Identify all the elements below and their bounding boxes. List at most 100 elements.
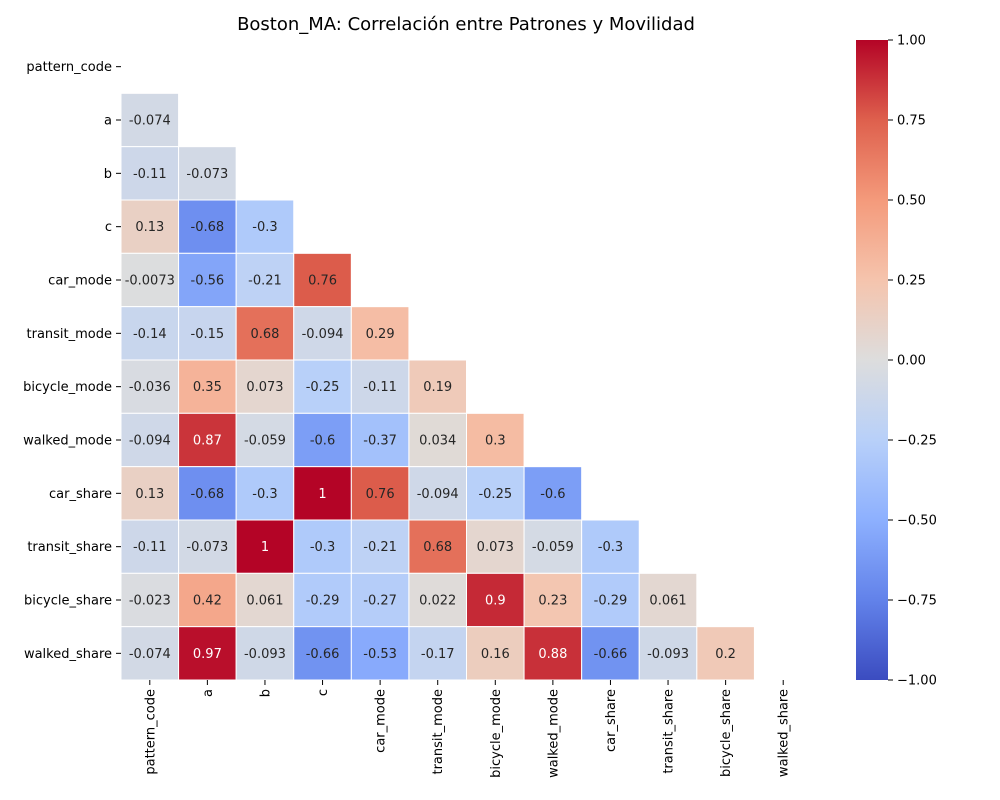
heatmap-cell xyxy=(408,572,467,628)
heatmap-cell xyxy=(120,412,180,468)
cell-value-label: -0.6 xyxy=(540,487,565,502)
cell-value-label: 0.061 xyxy=(246,594,283,609)
heatmap-cell xyxy=(293,359,352,414)
cell-value-label: -0.14 xyxy=(133,327,167,342)
cell-value-label: -0.3 xyxy=(252,220,277,235)
cell-value-label: -0.6 xyxy=(310,434,335,449)
heatmap-cell xyxy=(466,519,525,574)
y-tick-label: walked_share xyxy=(24,647,112,662)
cell-value-label: -0.21 xyxy=(363,540,397,555)
x-axis-tick-labels: pattern_code a b c car_mode transit_mode bicyc… xyxy=(143,680,792,778)
colorbar-tick-label: −1.00 xyxy=(897,674,937,689)
heatmap-cell xyxy=(408,626,467,681)
y-tick-label: b xyxy=(104,167,112,182)
heatmap-cell xyxy=(581,519,640,574)
heatmap-cell xyxy=(178,306,237,361)
heatmap-cell xyxy=(178,252,237,308)
cell-value-label: -0.37 xyxy=(363,434,397,449)
x-tick-label: bicycle_mode xyxy=(489,689,504,778)
colorbar-tick-label: −0.25 xyxy=(897,434,937,449)
heatmap-cell xyxy=(696,626,755,681)
cell-value-label: 0.76 xyxy=(366,487,395,502)
cell-value-label: -0.56 xyxy=(191,274,225,289)
heatmap-cell xyxy=(178,146,237,201)
colorbar-tick-label: 0.50 xyxy=(897,194,926,209)
cell-value-label: 0.16 xyxy=(481,647,510,662)
x-tick-label: walked_mode xyxy=(546,689,561,778)
colorbar-ticks: 1.00 0.75 0.50 0.25 0.00 −0.25 −0.50 −0.75 −1.00 xyxy=(888,34,937,689)
heatmap-cell xyxy=(523,466,583,521)
heatmap-cell xyxy=(235,466,295,521)
heatmap-cell xyxy=(178,359,237,414)
cell-value-label: -0.21 xyxy=(248,274,282,289)
cell-value-label: -0.17 xyxy=(421,647,455,662)
cell-value-label: 1 xyxy=(261,540,269,555)
colorbar-tick-label: 1.00 xyxy=(897,34,926,49)
cell-value-label: 0.073 xyxy=(477,540,514,555)
heatmap-cell xyxy=(293,252,352,308)
cell-value-label: 0.034 xyxy=(419,434,456,449)
cell-value-label: 0.42 xyxy=(193,594,222,609)
heatmap-cells: -0.074 -0.11 -0.073 0.13 -0.68 -0.3 -0.0073 -0.… xyxy=(120,92,755,681)
heatmap-cell xyxy=(120,572,180,628)
colorbar-tick-label: −0.75 xyxy=(897,594,937,609)
cell-value-label: -0.059 xyxy=(244,434,286,449)
x-tick-label: a xyxy=(201,689,216,697)
cell-value-label: -0.11 xyxy=(133,540,167,555)
x-tick-label: transit_share xyxy=(662,689,677,774)
heatmap-cell xyxy=(235,572,295,628)
x-tick-label: bicycle_share xyxy=(719,689,734,777)
y-tick-label: walked_mode xyxy=(23,434,112,449)
y-tick-label: pattern_code xyxy=(26,60,112,75)
cell-value-label: -0.073 xyxy=(186,540,228,555)
cell-value-label: 1 xyxy=(318,487,326,502)
heatmap-cell xyxy=(293,626,352,681)
cell-value-label: 0.19 xyxy=(423,380,452,395)
heatmap-cell xyxy=(120,146,180,201)
heatmap-cell xyxy=(120,626,180,681)
cell-value-label: 0.88 xyxy=(538,647,567,662)
y-tick-label: transit_mode xyxy=(27,327,113,342)
cell-value-label: -0.074 xyxy=(129,647,171,662)
cell-value-label: -0.25 xyxy=(478,487,512,502)
cell-value-label: -0.27 xyxy=(363,594,397,609)
cell-value-label: 0.9 xyxy=(485,594,506,609)
heatmap-cell xyxy=(350,359,410,414)
cell-value-label: -0.66 xyxy=(594,647,628,662)
cell-value-label: -0.15 xyxy=(191,327,225,342)
heatmap-cell xyxy=(120,466,180,521)
heatmap-cell xyxy=(293,412,352,468)
cell-value-label: 0.87 xyxy=(193,434,222,449)
heatmap-cell xyxy=(638,572,698,628)
cell-value-label: 0.3 xyxy=(485,434,506,449)
cell-value-label: -0.3 xyxy=(598,540,623,555)
colorbar-tick-label: 0.00 xyxy=(897,354,926,369)
cell-value-label: -0.53 xyxy=(363,647,397,662)
colorbar-tick-label: −0.50 xyxy=(897,514,937,529)
cell-value-label: 0.68 xyxy=(423,540,452,555)
cell-value-label: -0.094 xyxy=(129,434,171,449)
colorbar: 1.00 0.75 0.50 0.25 0.00 −0.25 −0.50 −0.75 −1.00 xyxy=(856,34,937,689)
chart-title: Boston_MA: Correlación entre Patrones y … xyxy=(237,14,695,35)
y-tick-label: a xyxy=(104,114,112,129)
cell-value-label: -0.25 xyxy=(306,380,340,395)
heatmap-cell xyxy=(408,412,467,468)
cell-value-label: 0.073 xyxy=(246,380,283,395)
cell-value-label: 0.23 xyxy=(538,594,567,609)
heatmap-cell xyxy=(235,359,295,414)
cell-value-label: 0.68 xyxy=(250,327,279,342)
heatmap-cell xyxy=(408,359,467,414)
cell-value-label: 0.13 xyxy=(135,220,164,235)
heatmap-cell xyxy=(293,519,352,574)
cell-value-label: -0.11 xyxy=(133,167,167,182)
cell-value-label: 0.97 xyxy=(193,647,222,662)
cell-value-label: -0.29 xyxy=(306,594,340,609)
cell-value-label: 0.35 xyxy=(193,380,222,395)
cell-value-label: 0.76 xyxy=(308,274,337,289)
cell-value-label: -0.094 xyxy=(417,487,459,502)
colorbar-tick-label: 0.25 xyxy=(897,274,926,289)
heatmap-cell xyxy=(350,572,410,628)
cell-value-label: -0.3 xyxy=(252,487,277,502)
